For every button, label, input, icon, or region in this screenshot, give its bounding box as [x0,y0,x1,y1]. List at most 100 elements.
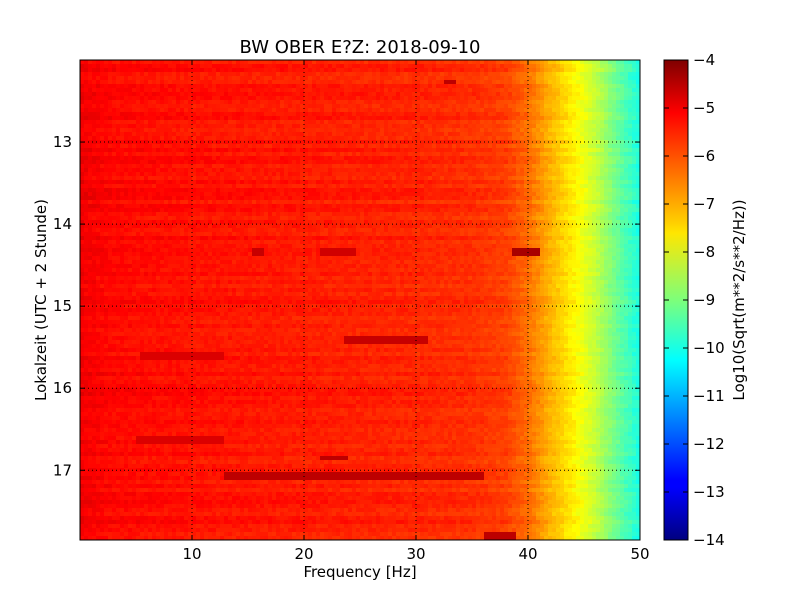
heatmap-cell [88,180,93,185]
heatmap-cell [112,116,117,121]
heatmap-cell [148,116,153,121]
heatmap-cell [272,148,277,153]
heatmap-cell [144,184,149,189]
heatmap-cell [624,120,629,125]
heatmap-cell [572,72,577,77]
heatmap-cell [388,116,393,121]
heatmap-cell [192,152,197,157]
heatmap-cell [156,192,161,197]
heatmap-cell [592,76,597,81]
heatmap-cell [100,100,105,105]
heatmap-cell [380,108,385,113]
heatmap-cell [456,196,461,201]
heatmap-cell [292,188,297,193]
heatmap-cell [576,172,581,177]
heatmap-cell [524,136,529,141]
heatmap-cell [612,60,617,65]
heatmap-cell [480,108,485,113]
heatmap-cell [248,160,253,165]
heatmap-cell [116,64,121,69]
heatmap-cell [560,76,565,81]
heatmap-cell [596,152,601,157]
heatmap-cell [92,84,97,89]
heatmap-cell [264,164,269,169]
heatmap-cell [448,84,453,89]
heatmap-cell [356,100,361,105]
heatmap-cell [396,96,401,101]
heatmap-cell [436,128,441,133]
heatmap-cell [432,104,437,109]
heatmap-cell [456,124,461,129]
heatmap-cell [500,164,505,169]
heatmap-cell [572,172,577,177]
heatmap-cell [332,184,337,189]
heatmap-cell [572,116,577,121]
heatmap-cell [124,88,129,93]
heatmap-cell [336,132,341,137]
heatmap-cell [532,76,537,81]
heatmap-cell [284,96,289,101]
heatmap-cell [284,112,289,117]
heatmap-cell [588,180,593,185]
heatmap-cell [136,148,141,153]
heatmap-cell [172,168,177,173]
heatmap-cell [464,160,469,165]
heatmap-cell [408,84,413,89]
heatmap-cell [588,136,593,141]
heatmap-cell [588,164,593,169]
heatmap-cell [180,184,185,189]
heatmap-cell [624,144,629,149]
heatmap-cell [564,160,569,165]
heatmap-cell [420,88,425,93]
heatmap-cell [136,160,141,165]
heatmap-cell [168,68,173,73]
heatmap-cell [384,200,389,205]
heatmap-cell [272,128,277,133]
heatmap-cell [612,192,617,197]
heatmap-cell [340,112,345,117]
heatmap-cell [620,108,625,113]
heatmap-cell [328,152,333,157]
heatmap-cell [200,148,205,153]
heatmap-cell [456,64,461,69]
heatmap-cell [560,176,565,181]
heatmap-cell [356,144,361,149]
heatmap-cell [220,104,225,109]
heatmap-cell [192,80,197,85]
heatmap-cell [132,188,137,193]
heatmap-cell [116,148,121,153]
heatmap-cell [384,188,389,193]
heatmap-cell [360,164,365,169]
heatmap-cell [100,132,105,137]
heatmap-cell [284,180,289,185]
heatmap-cell [360,200,365,205]
heatmap-cell [560,84,565,89]
heatmap-cell [80,160,85,165]
heatmap-cell [196,100,201,105]
heatmap-cell [268,112,273,117]
heatmap-cell [480,144,485,149]
heatmap-cell [396,172,401,177]
heatmap-cell [160,140,165,145]
heatmap-cell [500,76,505,81]
heatmap-cell [568,120,573,125]
heatmap-cell [420,152,425,157]
heatmap-cell [120,164,125,169]
heatmap-cell [240,64,245,69]
heatmap-cell [348,164,353,169]
heatmap-cell [444,112,449,117]
heatmap-cell [568,180,573,185]
heatmap-cell [300,176,305,181]
heatmap-cell [532,80,537,85]
heatmap-cell [460,152,465,157]
heatmap-cell [584,64,589,69]
heatmap-cell [496,120,501,125]
heatmap-cell [148,184,153,189]
heatmap-cell [404,192,409,197]
heatmap-cell [88,196,93,201]
heatmap-cell [508,84,513,89]
heatmap-cell [480,116,485,121]
heatmap-cell [304,196,309,201]
heatmap-cell [636,88,640,93]
heatmap-cell [288,164,293,169]
